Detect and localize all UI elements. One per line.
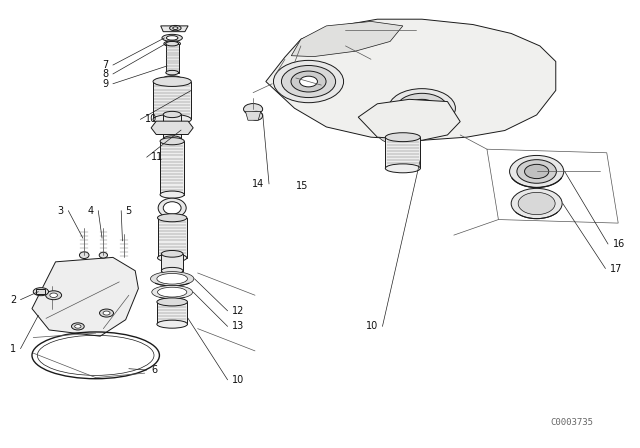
Ellipse shape	[378, 121, 415, 144]
Ellipse shape	[511, 188, 562, 219]
Ellipse shape	[273, 60, 344, 103]
Text: 4: 4	[88, 206, 94, 215]
Ellipse shape	[385, 133, 420, 142]
Ellipse shape	[157, 273, 188, 284]
Ellipse shape	[525, 164, 548, 179]
Text: 9: 9	[102, 79, 108, 89]
Ellipse shape	[509, 155, 564, 188]
Ellipse shape	[163, 76, 182, 83]
Ellipse shape	[406, 99, 437, 117]
Polygon shape	[32, 258, 138, 336]
Bar	[36, 289, 45, 294]
Text: 17: 17	[610, 263, 622, 274]
Ellipse shape	[150, 271, 194, 286]
Text: 7: 7	[102, 60, 108, 70]
Ellipse shape	[99, 252, 108, 258]
Text: 13: 13	[232, 321, 244, 332]
Ellipse shape	[166, 42, 179, 46]
Ellipse shape	[153, 77, 191, 86]
Ellipse shape	[173, 27, 178, 30]
Ellipse shape	[160, 138, 184, 145]
Ellipse shape	[160, 191, 184, 198]
Polygon shape	[266, 19, 556, 140]
Ellipse shape	[244, 103, 262, 115]
Ellipse shape	[157, 320, 188, 328]
Ellipse shape	[37, 289, 45, 294]
Ellipse shape	[33, 288, 49, 296]
Ellipse shape	[157, 254, 187, 262]
Ellipse shape	[153, 115, 191, 124]
Ellipse shape	[158, 198, 186, 218]
Text: 2: 2	[10, 295, 16, 305]
Bar	[153, 82, 191, 119]
Bar	[166, 44, 179, 73]
Ellipse shape	[396, 93, 447, 123]
Ellipse shape	[157, 287, 187, 297]
Bar	[385, 137, 420, 168]
Text: C0003735: C0003735	[550, 418, 593, 426]
Ellipse shape	[163, 136, 181, 142]
Ellipse shape	[291, 71, 326, 92]
Ellipse shape	[100, 309, 113, 317]
Ellipse shape	[152, 285, 193, 299]
Ellipse shape	[300, 76, 317, 87]
Ellipse shape	[161, 267, 183, 274]
Text: 8: 8	[102, 69, 108, 79]
Bar	[157, 218, 187, 258]
Ellipse shape	[163, 202, 181, 214]
Ellipse shape	[168, 42, 177, 45]
Bar	[161, 254, 183, 271]
Text: 11: 11	[151, 152, 163, 162]
Ellipse shape	[157, 214, 187, 222]
Bar	[163, 115, 181, 139]
Ellipse shape	[157, 298, 188, 306]
Polygon shape	[161, 26, 188, 32]
Ellipse shape	[162, 34, 182, 42]
Ellipse shape	[250, 112, 262, 120]
Text: 16: 16	[612, 239, 625, 249]
Ellipse shape	[79, 252, 89, 258]
Text: 15: 15	[296, 181, 308, 191]
Ellipse shape	[45, 291, 61, 300]
Polygon shape	[151, 121, 193, 134]
Ellipse shape	[164, 41, 180, 47]
Bar	[157, 302, 188, 324]
Text: 10: 10	[145, 114, 157, 125]
Ellipse shape	[75, 325, 81, 328]
Ellipse shape	[388, 89, 456, 128]
Polygon shape	[291, 22, 403, 56]
Ellipse shape	[282, 65, 335, 98]
Ellipse shape	[166, 70, 179, 75]
Text: 6: 6	[151, 365, 157, 375]
Text: 14: 14	[252, 179, 264, 189]
Polygon shape	[246, 112, 260, 120]
Ellipse shape	[517, 159, 556, 183]
Ellipse shape	[163, 112, 181, 117]
Bar	[160, 141, 184, 194]
Ellipse shape	[170, 26, 181, 31]
Ellipse shape	[161, 250, 183, 257]
Text: 3: 3	[58, 206, 64, 215]
Ellipse shape	[72, 323, 84, 330]
Ellipse shape	[518, 192, 555, 215]
Polygon shape	[358, 99, 460, 140]
Text: 5: 5	[125, 206, 132, 215]
Ellipse shape	[385, 164, 420, 173]
Text: 12: 12	[232, 306, 244, 316]
Text: 10: 10	[365, 321, 378, 332]
Ellipse shape	[50, 293, 58, 297]
Ellipse shape	[103, 311, 110, 315]
Text: 10: 10	[232, 375, 244, 385]
Ellipse shape	[167, 78, 177, 81]
Text: 1: 1	[10, 344, 16, 353]
Ellipse shape	[385, 125, 408, 140]
Ellipse shape	[166, 36, 178, 40]
